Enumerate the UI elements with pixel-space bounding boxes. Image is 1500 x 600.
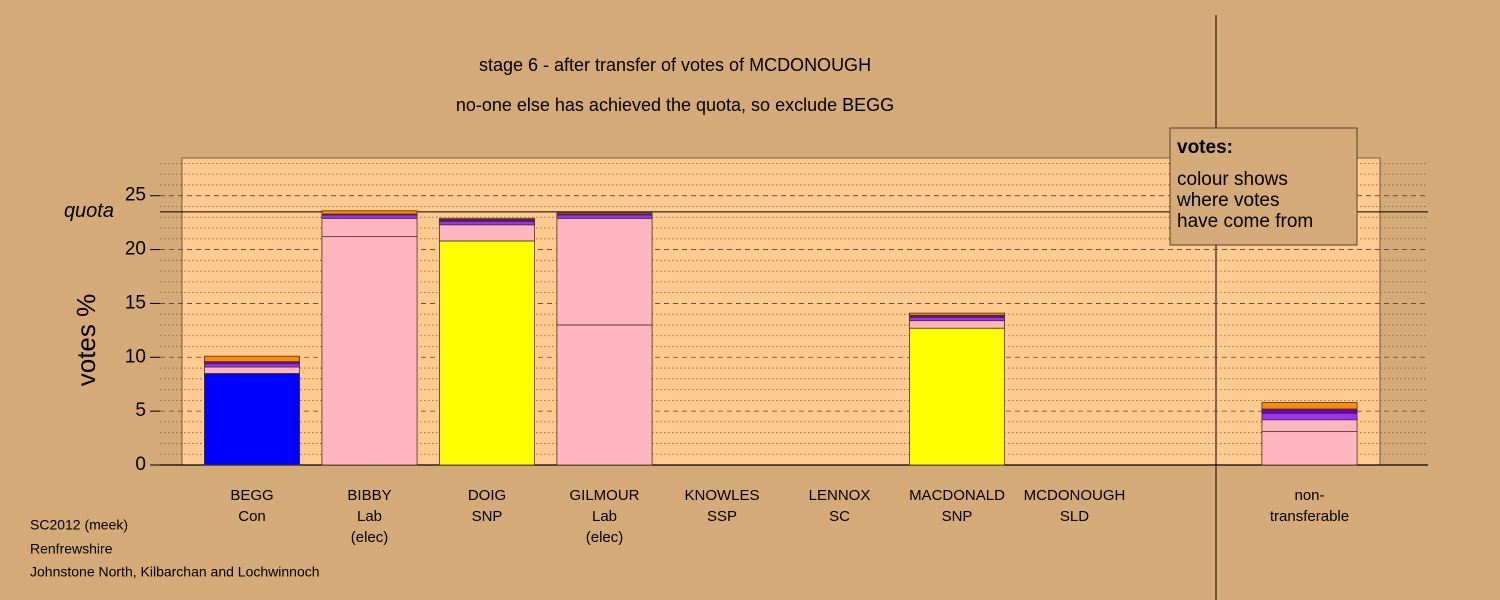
chart-title: stage 6 - after transfer of votes of MCD…: [479, 55, 871, 75]
bar-segment: [204, 373, 300, 466]
y-tick-label: 20: [125, 239, 146, 260]
bar-segment: [1261, 402, 1358, 410]
y-tick-label: 25: [125, 185, 146, 206]
bar-segment: [556, 212, 653, 215]
bar-segment: [1261, 408, 1358, 414]
legend-text: have come from: [1177, 211, 1313, 232]
x-tick-label: GILMOUR: [569, 487, 639, 504]
bar-segment: [909, 317, 1005, 322]
legend-text: colour shows: [1177, 169, 1288, 190]
x-tick-label: non-: [1294, 487, 1324, 504]
bar-segment: [439, 224, 535, 242]
x-tick-label: (elec): [586, 529, 624, 546]
bar-segment: [909, 327, 1005, 466]
x-tick-label: SSP: [707, 508, 737, 525]
x-tick-label: SNP: [942, 508, 973, 525]
legend: votes: colour shows where votes have com…: [1169, 127, 1358, 246]
footer-line: Renfrewshire: [30, 541, 113, 557]
x-tick-label: SLD: [1060, 508, 1089, 525]
legend-box: [1169, 127, 1358, 246]
legend-text: where votes: [1176, 190, 1279, 211]
bar-segment: [439, 217, 535, 220]
x-tick-label: MCDONOUGH: [1024, 487, 1126, 504]
bar-segment: [321, 236, 418, 466]
bar-segment: [321, 210, 418, 215]
bar-segment: [909, 320, 1005, 329]
legend-title: votes:: [1177, 137, 1233, 158]
bar-segment: [1261, 419, 1358, 433]
x-tick-label: SC: [829, 508, 850, 525]
x-tick-label: KNOWLES: [684, 487, 759, 504]
x-tick-label: Con: [238, 508, 266, 525]
x-tick-label: transferable: [1270, 508, 1349, 525]
bar-segment: [321, 217, 418, 238]
y-tick-label: 15: [125, 292, 146, 313]
y-axis-label: votes %: [71, 294, 101, 387]
y-tick-label: 5: [135, 400, 146, 421]
bar-segment: [439, 221, 535, 226]
x-tick-label: DOIG: [468, 487, 506, 504]
x-tick-label: MACDONALD: [909, 487, 1005, 504]
x-tick-label: BEGG: [230, 487, 273, 504]
bar-segment: [556, 214, 653, 219]
bar-segment: [204, 366, 300, 374]
x-tick-label: Lab: [592, 508, 617, 525]
bars: [204, 210, 1358, 466]
bar-segment: [204, 355, 300, 362]
footer-line: SC2012 (meek): [30, 517, 128, 533]
bar-segment: [1261, 431, 1358, 466]
footer-line: Johnstone North, Kilbarchan and Lochwinn…: [30, 564, 320, 580]
y-tick-label: 10: [125, 346, 146, 367]
bar-segment: [909, 312, 1005, 316]
bar-segment: [321, 214, 418, 219]
quota-label: quota: [64, 200, 114, 222]
y-tick-label: 0: [135, 454, 146, 475]
x-tick-label: SNP: [472, 508, 503, 525]
x-tick-label: BIBBY: [347, 487, 391, 504]
bar-segment: [556, 324, 653, 466]
bar-segment: [439, 240, 535, 466]
chart-subtitle: no-one else has achieved the quota, so e…: [456, 95, 894, 115]
bar-segment: [204, 363, 300, 368]
bar-segment: [1261, 412, 1358, 421]
x-tick-label: Lab: [357, 508, 382, 525]
bar-segment: [556, 217, 653, 326]
x-tick-label: (elec): [351, 529, 389, 546]
x-tick-label: LENNOX: [809, 487, 871, 504]
